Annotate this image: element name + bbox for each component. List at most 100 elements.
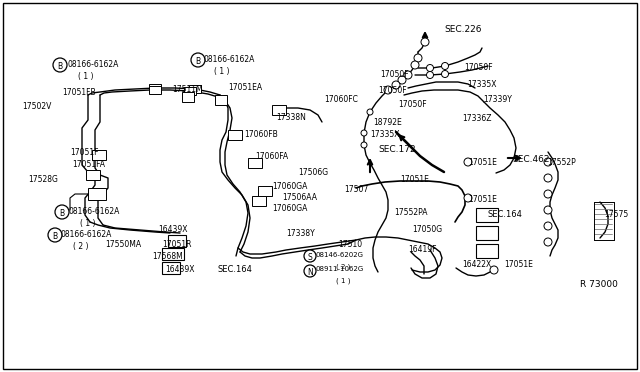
Text: 08166-6162A: 08166-6162A [60, 230, 111, 239]
Bar [476, 208, 498, 222]
Text: SEC.164: SEC.164 [488, 210, 523, 219]
Text: 17568M: 17568M [152, 252, 183, 261]
Text: 17051E: 17051E [468, 195, 497, 204]
Text: SEC.226: SEC.226 [444, 25, 481, 34]
Text: 16439X: 16439X [158, 225, 188, 234]
Circle shape [361, 130, 367, 136]
Circle shape [442, 62, 449, 70]
Text: 17335X: 17335X [370, 130, 399, 139]
Circle shape [544, 190, 552, 198]
Text: 17338N: 17338N [276, 113, 306, 122]
Circle shape [544, 238, 552, 246]
Text: 08166-6162A: 08166-6162A [68, 207, 120, 216]
Bar [162, 248, 184, 260]
Text: 17507: 17507 [344, 185, 368, 194]
Circle shape [421, 38, 429, 46]
Text: 17060GA: 17060GA [272, 204, 307, 213]
Circle shape [411, 61, 419, 69]
Text: 17051FB: 17051FB [62, 88, 95, 97]
Text: 18792E: 18792E [373, 118, 402, 127]
Circle shape [398, 76, 406, 84]
Text: ( 2 ): ( 2 ) [73, 242, 88, 251]
Text: 17335X: 17335X [467, 80, 497, 89]
Bar [149, 86, 161, 94]
Circle shape [426, 71, 433, 78]
Text: 17051R: 17051R [162, 240, 191, 249]
Text: 17552PA: 17552PA [394, 208, 428, 217]
Text: 17051EA: 17051EA [228, 83, 262, 92]
Text: SEC.462: SEC.462 [512, 155, 550, 164]
Text: 17502V: 17502V [22, 102, 51, 111]
Text: 17050F: 17050F [398, 100, 427, 109]
Circle shape [361, 142, 367, 148]
Text: N: N [307, 268, 313, 277]
Circle shape [384, 86, 392, 94]
Bar [88, 188, 106, 200]
Bar [184, 87, 196, 95]
Circle shape [464, 194, 472, 202]
Circle shape [304, 250, 316, 262]
Bar [476, 244, 498, 258]
Bar [92, 150, 106, 160]
Bar [248, 158, 262, 168]
Text: SEC.164: SEC.164 [218, 265, 253, 274]
Text: 08146-6202G: 08146-6202G [316, 252, 364, 258]
Bar [149, 84, 161, 92]
Bar [215, 95, 227, 105]
Circle shape [544, 206, 552, 214]
Circle shape [392, 81, 400, 89]
Text: ( 2 ): ( 2 ) [336, 263, 350, 269]
Text: 17051F: 17051F [70, 148, 99, 157]
Circle shape [414, 54, 422, 62]
Text: S: S [308, 253, 312, 262]
Text: ( 1 ): ( 1 ) [80, 219, 95, 228]
Text: 17506AA: 17506AA [282, 193, 317, 202]
Circle shape [53, 58, 67, 72]
Text: 17060FB: 17060FB [244, 130, 278, 139]
Text: 17336Z: 17336Z [462, 114, 492, 123]
Text: 17528G: 17528G [28, 175, 58, 184]
Bar [162, 262, 180, 274]
Text: 17506G: 17506G [298, 168, 328, 177]
Bar [252, 196, 266, 206]
Bar [182, 92, 194, 102]
Text: 17339Y: 17339Y [483, 95, 512, 104]
Text: 08166-6162A: 08166-6162A [204, 55, 255, 64]
Circle shape [367, 109, 373, 115]
Bar [168, 235, 186, 247]
Text: 16439X: 16439X [165, 265, 195, 274]
Bar [476, 226, 498, 240]
Bar [189, 85, 201, 93]
Bar [86, 170, 100, 180]
Text: 17575: 17575 [604, 210, 628, 219]
Text: 17050F: 17050F [378, 86, 406, 95]
Text: 17050F: 17050F [464, 63, 493, 72]
Text: ( 1 ): ( 1 ) [336, 278, 351, 285]
Circle shape [48, 228, 62, 242]
Text: B: B [60, 209, 65, 218]
Text: 17060GA: 17060GA [272, 182, 307, 191]
Text: 17511M: 17511M [172, 85, 203, 94]
Text: R 73000: R 73000 [580, 280, 618, 289]
Circle shape [464, 158, 472, 166]
Text: 17510: 17510 [338, 240, 362, 249]
Text: 16422X: 16422X [462, 260, 492, 269]
Text: 17060FC: 17060FC [324, 95, 358, 104]
Text: 17552P: 17552P [547, 158, 576, 167]
Text: B: B [195, 57, 200, 66]
Circle shape [404, 71, 412, 79]
Text: 17338Y: 17338Y [286, 229, 315, 238]
Text: B: B [58, 62, 63, 71]
Text: 08911-1062G: 08911-1062G [316, 266, 364, 272]
Bar [272, 105, 286, 115]
Text: ( 1 ): ( 1 ) [214, 67, 230, 76]
Circle shape [544, 174, 552, 182]
Text: 17051E: 17051E [504, 260, 533, 269]
Text: 17050F: 17050F [380, 70, 408, 79]
Circle shape [191, 53, 205, 67]
Text: SEC.172: SEC.172 [378, 145, 415, 154]
Circle shape [544, 158, 552, 166]
Text: ( 1 ): ( 1 ) [78, 72, 93, 81]
Text: 17051FA: 17051FA [72, 160, 105, 169]
Circle shape [426, 64, 433, 71]
